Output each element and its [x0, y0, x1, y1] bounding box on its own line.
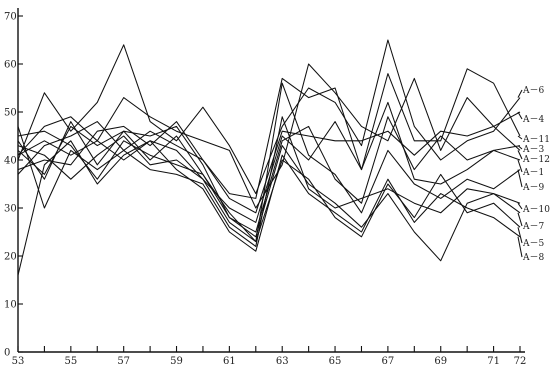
series-line	[17, 82, 521, 243]
series-label-leader	[517, 169, 523, 188]
series-label-leader	[517, 236, 523, 258]
series-label: A－9	[522, 183, 544, 193]
series-label: A－1	[522, 168, 544, 178]
x-tick-label: 55	[64, 356, 77, 367]
series-label: A－4	[522, 115, 544, 125]
y-tick-label: 40	[4, 156, 17, 167]
y-tick-label: 10	[4, 300, 17, 311]
y-tick-label: 70	[4, 12, 17, 23]
y-tick-label: 50	[4, 108, 17, 119]
x-tick-label: 67	[382, 356, 395, 367]
series-labels: A－6 A－4 A－11A－3A－12 A－1 A－9 A－10 A－7 A－5 A－8	[517, 86, 550, 263]
x-tick-label: 71	[487, 356, 500, 367]
series-label-leader	[517, 150, 523, 160]
series-label-leader	[517, 227, 523, 244]
series-line	[17, 121, 521, 214]
series-label-leader	[517, 159, 523, 173]
series-label: A－8	[522, 253, 544, 263]
series-label-leader	[517, 111, 523, 120]
series-label-leader	[517, 135, 523, 140]
series-line	[17, 140, 521, 276]
series-lines	[17, 39, 521, 276]
series-label: A－3	[522, 145, 544, 155]
series-label: A－10	[522, 205, 550, 215]
y-tick-label: 60	[4, 60, 17, 71]
x-tick-label: 63	[276, 356, 289, 367]
y-tick-label: 30	[4, 204, 17, 215]
series-label-leader	[517, 145, 523, 150]
y-tick-label: 20	[4, 252, 17, 263]
series-label: A－5	[522, 239, 544, 249]
series-line	[17, 116, 521, 233]
x-tick-label: 57	[117, 356, 130, 367]
series-label: A－12	[522, 155, 550, 165]
series-label-leader	[517, 89, 523, 98]
series-line	[17, 130, 521, 262]
series-line	[17, 135, 521, 243]
series-label-leader	[517, 212, 523, 227]
series-label: A－6	[522, 86, 544, 96]
x-tick-label: 65	[329, 356, 342, 367]
x-tick-label: 61	[223, 356, 236, 367]
x-tick-label: 72	[514, 356, 527, 367]
y-tick-label: 0	[4, 348, 10, 359]
series-label-leader	[517, 202, 523, 210]
x-tick-label: 53	[12, 356, 25, 367]
series-label: A－7	[522, 222, 544, 232]
series-line	[17, 116, 521, 247]
y-ticks: 0 10 20 30 40 50 60 70	[4, 12, 23, 359]
x-tick-label: 59	[170, 356, 183, 367]
series-label: A－11	[522, 135, 550, 145]
x-tick-label: 69	[434, 356, 447, 367]
x-ticks: 53 55 57 59 61 63 65 67 69 71 72	[12, 346, 527, 367]
